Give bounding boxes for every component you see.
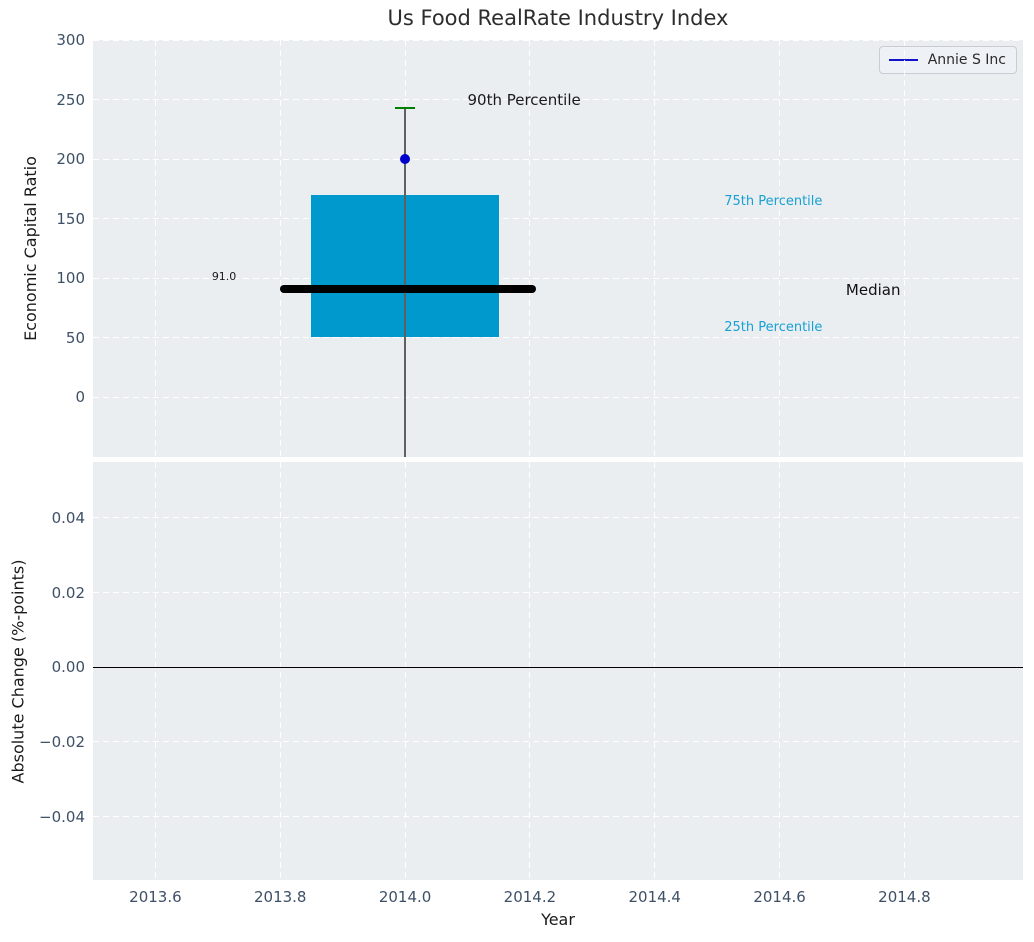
- gridline-horizontal: [93, 277, 1023, 279]
- y-tick-label: −0.04: [39, 807, 85, 826]
- gridline-vertical: [779, 462, 781, 880]
- legend-label: Annie S Inc: [927, 52, 1006, 68]
- y-tick-label: 100: [56, 269, 85, 288]
- chart-title: Us Food RealRate Industry Index: [387, 6, 729, 30]
- top-axes-economic-capital-ratio: Annie S Inc 90th Percentile 75th Percenti…: [93, 40, 1023, 457]
- y-tick-label: 200: [56, 150, 85, 169]
- y-tick-label: 0: [75, 388, 85, 407]
- legend-line-icon: [888, 59, 918, 61]
- x-tick-label: 2013.6: [129, 888, 182, 906]
- annotation-91-0: 91.0: [211, 270, 237, 284]
- x-tick-label: 2014.2: [503, 888, 557, 906]
- gridline-horizontal: [93, 396, 1023, 398]
- x-tick-label: 2013.8: [253, 888, 307, 906]
- boxplot-whisker: [404, 107, 406, 457]
- gridline-vertical: [279, 462, 281, 880]
- boxplot-median-line: [280, 285, 537, 293]
- gridline-vertical: [529, 40, 531, 457]
- gridline-vertical: [154, 462, 156, 880]
- gridline-vertical: [529, 462, 531, 880]
- gridline-vertical: [903, 40, 905, 457]
- boxplot-90th-percentile-cap: [395, 106, 416, 110]
- y-tick-label: 50: [65, 328, 85, 347]
- gridline-horizontal: [93, 40, 1023, 41]
- gridline-horizontal: [93, 337, 1023, 339]
- x-tick-label: 2014.8: [878, 888, 931, 906]
- gridline-horizontal: [93, 592, 1023, 594]
- gridline-vertical: [404, 462, 406, 880]
- zero-reference-line: [93, 666, 1023, 669]
- x-tick-label: 2014.4: [628, 888, 681, 906]
- y-tick-label: 0.00: [51, 658, 85, 677]
- top-y-axis-label: Economic Capital Ratio: [20, 156, 40, 341]
- gridline-horizontal: [93, 218, 1023, 220]
- gridline-vertical: [279, 40, 281, 457]
- gridline-horizontal: [93, 741, 1023, 743]
- x-tick-label: 2014.6: [753, 888, 806, 906]
- y-tick-label: 150: [56, 209, 85, 228]
- gridline-horizontal: [93, 517, 1023, 519]
- gridline-vertical: [779, 40, 781, 457]
- x-tick-label: 2014.0: [378, 888, 432, 906]
- gridline-horizontal: [93, 158, 1023, 160]
- gridline-vertical: [654, 462, 656, 880]
- annotation-25th-percentile: 25th Percentile: [724, 320, 823, 336]
- bottom-axes-absolute-change: [93, 462, 1023, 880]
- annotation-75th-percentile: 75th Percentile: [724, 193, 823, 209]
- y-tick-label: 0.02: [51, 583, 85, 602]
- gridline-horizontal: [93, 816, 1023, 818]
- annotation-90th-percentile: 90th Percentile: [467, 90, 581, 109]
- gridline-vertical: [654, 40, 656, 457]
- legend: Annie S Inc: [878, 46, 1017, 74]
- y-tick-label: −0.02: [39, 732, 85, 751]
- y-tick-label: 0.04: [51, 508, 85, 527]
- gridline-vertical: [154, 40, 156, 457]
- y-tick-label: 250: [56, 90, 85, 109]
- annotation-median: Median: [845, 280, 901, 299]
- gridline-horizontal: [93, 99, 1023, 101]
- x-axis-label: Year: [541, 910, 575, 929]
- gridline-vertical: [903, 462, 905, 880]
- annie-s-inc-marker: [400, 154, 411, 165]
- y-tick-label: 300: [56, 31, 85, 49]
